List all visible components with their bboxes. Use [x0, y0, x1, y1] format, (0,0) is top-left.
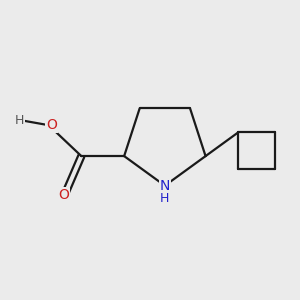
Text: O: O: [46, 118, 57, 132]
Text: N: N: [160, 179, 170, 193]
Text: H: H: [15, 114, 24, 127]
Text: O: O: [58, 188, 69, 202]
Text: H: H: [160, 192, 170, 205]
